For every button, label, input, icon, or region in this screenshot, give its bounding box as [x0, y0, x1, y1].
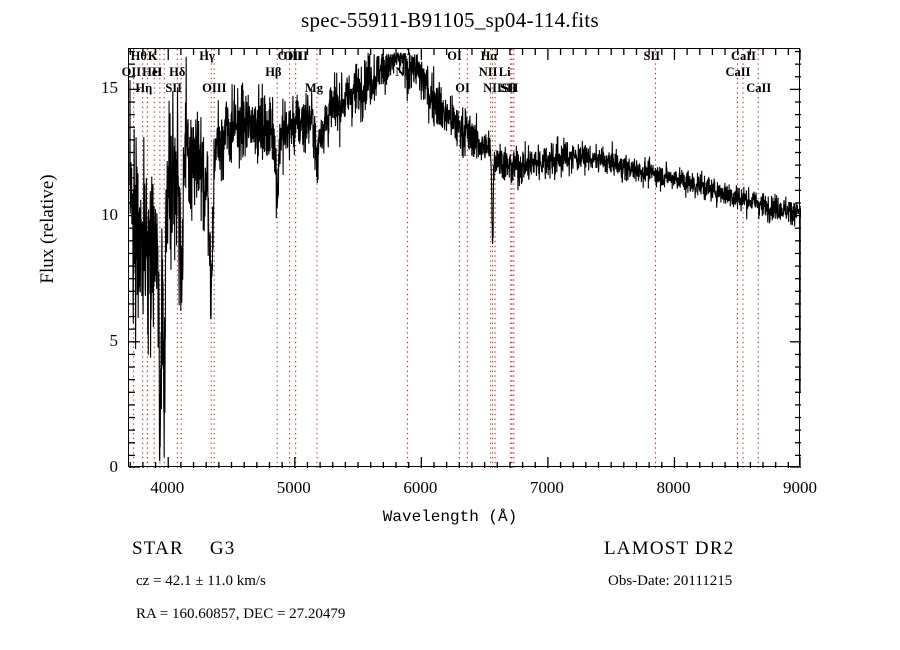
- line-label-oiii: OIII: [277, 49, 302, 63]
- redshift-velocity: cz = 42.1 ± 11.0 km/s: [136, 573, 266, 589]
- line-label-hei: HeI: [142, 65, 163, 79]
- y-axis-title: Flux (relative): [37, 174, 58, 284]
- x-tick-label: 5000: [276, 478, 311, 497]
- line-label-nii: NII: [483, 81, 502, 95]
- line-label-oi: OI: [447, 49, 462, 63]
- x-axis-title: Wavelength (Å): [382, 508, 518, 526]
- object-class-label: STAR G3: [132, 538, 235, 560]
- x-tick-label: 6000: [403, 478, 438, 497]
- line-label-oi: OI: [455, 81, 470, 95]
- spectrum-trace: [129, 52, 801, 462]
- line-label-oiii: OIII: [283, 49, 308, 63]
- spectrum-canvas: [129, 49, 801, 468]
- spectral-type: G3: [209, 538, 236, 559]
- line-label-h: Hβ: [265, 65, 282, 79]
- line-label-caii: CaII: [725, 65, 751, 79]
- line-label-sii: SII: [501, 81, 519, 95]
- line-label-sii: SII: [499, 81, 517, 95]
- x-axis-ticks: [129, 49, 801, 468]
- x-tick-label: 8000: [656, 478, 691, 497]
- x-tick-label: 9000: [783, 478, 817, 497]
- line-label-caii: CaII: [746, 81, 772, 95]
- x-tick-label: 4000: [150, 478, 185, 497]
- line-label-li: Li: [498, 65, 511, 79]
- line-label-caii: CaII: [731, 49, 757, 63]
- line-label-oii: OII: [121, 65, 142, 79]
- observation-date: Obs-Date: 20111215: [608, 573, 733, 589]
- spectrum-plot-frame: [128, 48, 801, 468]
- x-tick-label: 7000: [529, 478, 564, 497]
- page-title: spec-55911-B91105_sp04-114.fits: [300, 8, 600, 32]
- line-label-h: H: [152, 65, 162, 79]
- line-label-oiii: OIII: [202, 81, 227, 95]
- line-label-h: Hδ: [169, 65, 186, 79]
- y-axis-ticks: [129, 50, 801, 468]
- line-label-na: Na: [395, 65, 411, 79]
- y-tick-label: 0: [109, 457, 119, 476]
- line-label-h: Hθ: [130, 49, 147, 63]
- line-label-sii: SII: [643, 49, 661, 63]
- y-tick-label: 5: [109, 330, 119, 350]
- sky-coordinates: RA = 160.60857, DEC = 27.20479: [136, 606, 346, 622]
- object-class: STAR: [132, 538, 184, 559]
- survey-name: LAMOST DR2: [604, 538, 735, 559]
- y-tick-label: 15: [101, 78, 118, 98]
- line-label-nii: NII: [478, 65, 498, 79]
- line-label-h: Hα: [480, 49, 498, 63]
- y-tick-label: 10: [101, 204, 118, 224]
- line-label-k: K: [147, 49, 158, 63]
- line-label-h: Hγ: [199, 49, 215, 63]
- line-label-h: Hη: [135, 81, 153, 95]
- line-label-sii: SII: [165, 81, 183, 95]
- line-label-mg: Mg: [304, 81, 323, 95]
